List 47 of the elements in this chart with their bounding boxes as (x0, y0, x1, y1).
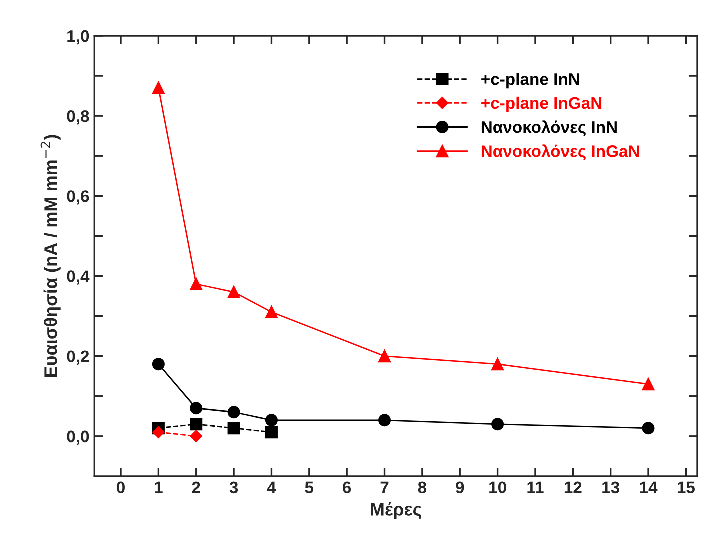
x-tick-label: 3 (230, 482, 238, 494)
point (152, 358, 165, 371)
x-tick-label: 10 (490, 482, 506, 494)
point (152, 426, 165, 438)
x-tick-label: 0 (117, 482, 125, 494)
x-tick-label: 9 (456, 482, 464, 494)
point (378, 414, 392, 427)
point (378, 350, 392, 363)
x-tick-label: 2 (192, 482, 200, 494)
x-tick-label: 15 (678, 482, 695, 494)
x-tick-label: 4 (267, 482, 276, 494)
x-tick-label: 6 (343, 482, 352, 494)
point (190, 418, 203, 431)
x-tick-label: 8 (418, 482, 427, 494)
x-tick-label: 12 (564, 482, 582, 494)
legend-label: +c-plane InGaN (482, 96, 602, 112)
point (228, 286, 240, 299)
point (190, 430, 202, 442)
point (492, 358, 504, 371)
point (190, 278, 203, 291)
point (265, 414, 278, 427)
y-tick-label: 0,0 (67, 430, 90, 446)
y-tick-label: 1,0 (68, 30, 90, 45)
point (190, 402, 203, 415)
x-tick-label: 13 (602, 482, 620, 494)
y-tick-label: 0,8 (67, 110, 90, 125)
legend-label: +c-plane InN (482, 73, 580, 89)
y-tick-label: 0,4 (67, 270, 90, 285)
point (228, 406, 240, 419)
point (228, 422, 240, 435)
x-axis-title: Μέρες (371, 502, 422, 520)
point (642, 422, 655, 435)
point (642, 378, 655, 391)
x-tick-label: 7 (380, 482, 389, 494)
point (492, 418, 504, 431)
y-tick-label: 0,2 (67, 350, 90, 365)
point (265, 426, 278, 439)
y-axis-title: Ευαισθησία (nA / mM mm$^{−2}$) (40, 135, 61, 378)
point (265, 306, 278, 319)
legend-label: Νανοκολόνες InGaN (482, 144, 640, 160)
x-tick-label: 11 (528, 482, 544, 494)
point (152, 82, 165, 94)
x-tick-label: 14 (640, 482, 658, 494)
x-tick-label: 5 (305, 482, 314, 494)
x-tick-label: 1 (155, 482, 163, 494)
y-tick-label: 0,6 (67, 190, 90, 205)
legend-label: Νανοκολόνες InN (482, 120, 617, 136)
